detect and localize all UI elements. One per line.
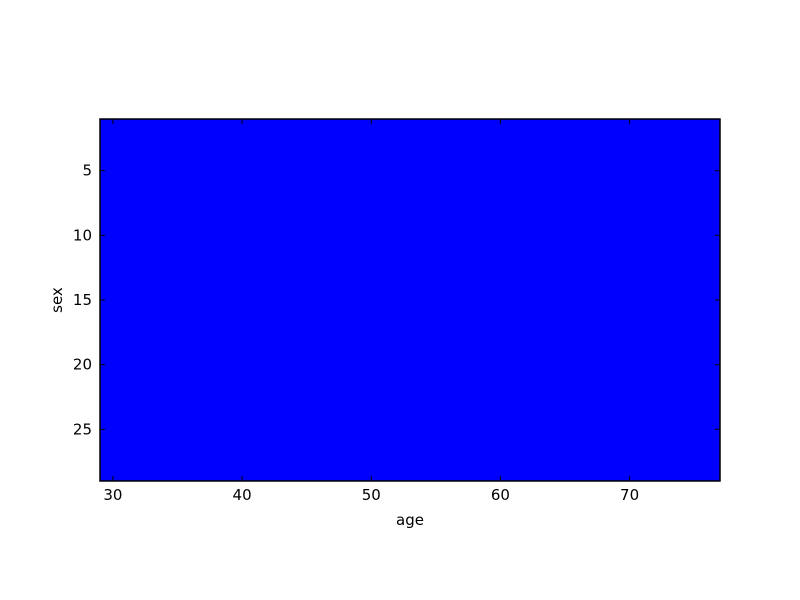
y-axis-label: sex [48, 287, 66, 313]
y-axis: 5 10 15 20 25 [73, 162, 720, 438]
y-tick-label: 20 [73, 356, 92, 374]
x-axis: 30 40 50 60 70 [103, 119, 639, 504]
x-axis-label: age [396, 511, 424, 529]
y-tick-label: 15 [73, 291, 92, 309]
x-tick-label: 30 [103, 486, 122, 504]
y-tick-label: 25 [73, 420, 92, 438]
x-tick-label: 60 [491, 486, 510, 504]
y-tick-label: 10 [73, 226, 92, 244]
x-tick-label: 50 [362, 486, 381, 504]
y-tick-label: 5 [82, 162, 92, 180]
x-tick-label: 40 [233, 486, 252, 504]
plot-area [99, 118, 721, 482]
x-tick-label: 70 [620, 486, 639, 504]
heatmap-cell [100, 119, 720, 481]
